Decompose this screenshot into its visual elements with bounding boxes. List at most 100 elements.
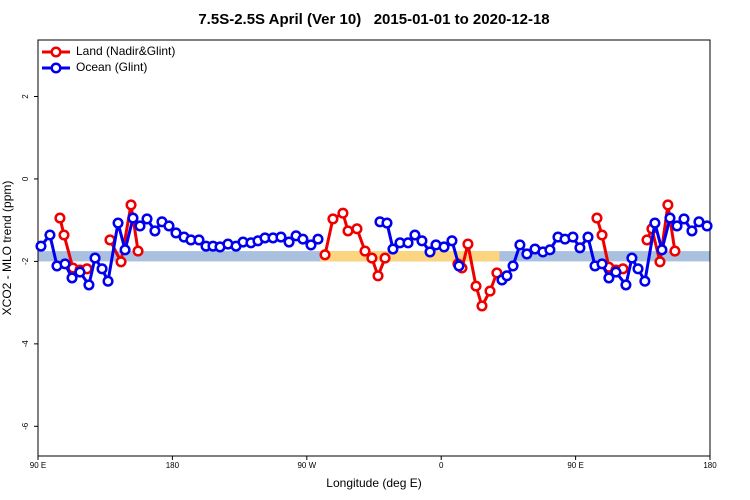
data-point xyxy=(132,245,144,257)
data-point xyxy=(664,212,676,224)
data-point xyxy=(656,244,668,256)
data-point xyxy=(620,279,632,291)
data-point xyxy=(119,244,131,256)
data-point xyxy=(134,220,146,232)
data-point xyxy=(59,258,71,270)
data-point xyxy=(678,213,690,225)
data-point xyxy=(275,231,287,243)
data-point xyxy=(453,260,465,272)
data-point xyxy=(501,270,513,282)
data-point xyxy=(484,285,496,297)
legend-label: Ocean (Glint) xyxy=(76,60,147,74)
data-point xyxy=(102,275,114,287)
legend-marker xyxy=(50,46,62,58)
data-point xyxy=(603,272,615,284)
legend-marker xyxy=(50,62,62,74)
data-point xyxy=(491,267,503,279)
data-point xyxy=(44,229,56,241)
data-point xyxy=(149,225,161,237)
data-point xyxy=(446,235,458,247)
data-point xyxy=(424,246,436,258)
data-point xyxy=(686,225,698,237)
data-point xyxy=(351,223,363,235)
data-point xyxy=(366,252,378,264)
data-point xyxy=(337,207,349,219)
data-point xyxy=(141,213,153,225)
data-point xyxy=(312,233,324,245)
data-point xyxy=(654,256,666,268)
data-point xyxy=(591,212,603,224)
data-point xyxy=(632,263,644,275)
data-point xyxy=(319,249,331,261)
data-point xyxy=(170,227,182,239)
x-tick-label: 90 E xyxy=(30,461,46,470)
data-point xyxy=(462,238,474,250)
data-point xyxy=(89,252,101,264)
data-point xyxy=(514,239,526,251)
y-axis-label: XCO2 - MLO trend (ppm) xyxy=(0,181,14,316)
data-point xyxy=(283,236,295,248)
data-point xyxy=(115,256,127,268)
data-point xyxy=(626,252,638,264)
data-point xyxy=(297,233,309,245)
legend-label: Land (Nadir&Glint) xyxy=(76,44,175,58)
data-point xyxy=(567,231,579,243)
x-tick-label: 90 E xyxy=(567,461,583,470)
y-tick-label: -4 xyxy=(21,340,30,348)
data-point xyxy=(58,229,70,241)
data-point xyxy=(342,225,354,237)
y-tick-label: 2 xyxy=(21,94,30,99)
data-point xyxy=(193,234,205,246)
data-point xyxy=(372,270,384,282)
data-point xyxy=(409,229,421,241)
data-point xyxy=(387,243,399,255)
data-point xyxy=(610,266,622,278)
chart-title: 7.5S-2.5S April (Ver 10) 2015-01-01 to 2… xyxy=(198,11,549,28)
data-point xyxy=(574,242,586,254)
data-point xyxy=(112,217,124,229)
y-tick-label: -2 xyxy=(21,257,30,265)
data-point xyxy=(35,240,47,252)
data-point xyxy=(544,244,556,256)
x-tick-label: 90 W xyxy=(297,461,316,470)
band xyxy=(320,251,500,262)
data-point xyxy=(416,235,428,247)
data-point xyxy=(582,231,594,243)
data-point xyxy=(163,220,175,232)
data-point xyxy=(701,220,713,232)
data-point xyxy=(596,229,608,241)
data-point xyxy=(305,239,317,251)
x-tick-label: 0 xyxy=(439,461,444,470)
data-point xyxy=(74,266,86,278)
data-point xyxy=(381,217,393,229)
data-point xyxy=(507,260,519,272)
data-point xyxy=(66,272,78,284)
data-point xyxy=(596,258,608,270)
data-point xyxy=(470,280,482,292)
x-tick-label: 180 xyxy=(703,461,717,470)
data-point xyxy=(127,212,139,224)
data-point xyxy=(476,300,488,312)
data-point xyxy=(669,245,681,257)
x-tick-label: 180 xyxy=(166,461,180,470)
data-point xyxy=(671,220,683,232)
data-point xyxy=(379,252,391,264)
data-point xyxy=(662,199,674,211)
data-point xyxy=(96,263,108,275)
data-point xyxy=(521,248,533,260)
y-tick-label: 0 xyxy=(21,176,30,181)
data-point xyxy=(83,279,95,291)
data-point xyxy=(438,241,450,253)
data-point xyxy=(402,237,414,249)
data-point xyxy=(54,212,66,224)
data-point xyxy=(104,234,116,246)
data-point xyxy=(649,217,661,229)
data-point xyxy=(327,213,339,225)
data-point xyxy=(693,216,705,228)
data-point xyxy=(125,199,137,211)
data-point xyxy=(639,275,651,287)
data-point xyxy=(359,245,371,257)
x-axis-label: Longitude (deg E) xyxy=(326,476,421,490)
